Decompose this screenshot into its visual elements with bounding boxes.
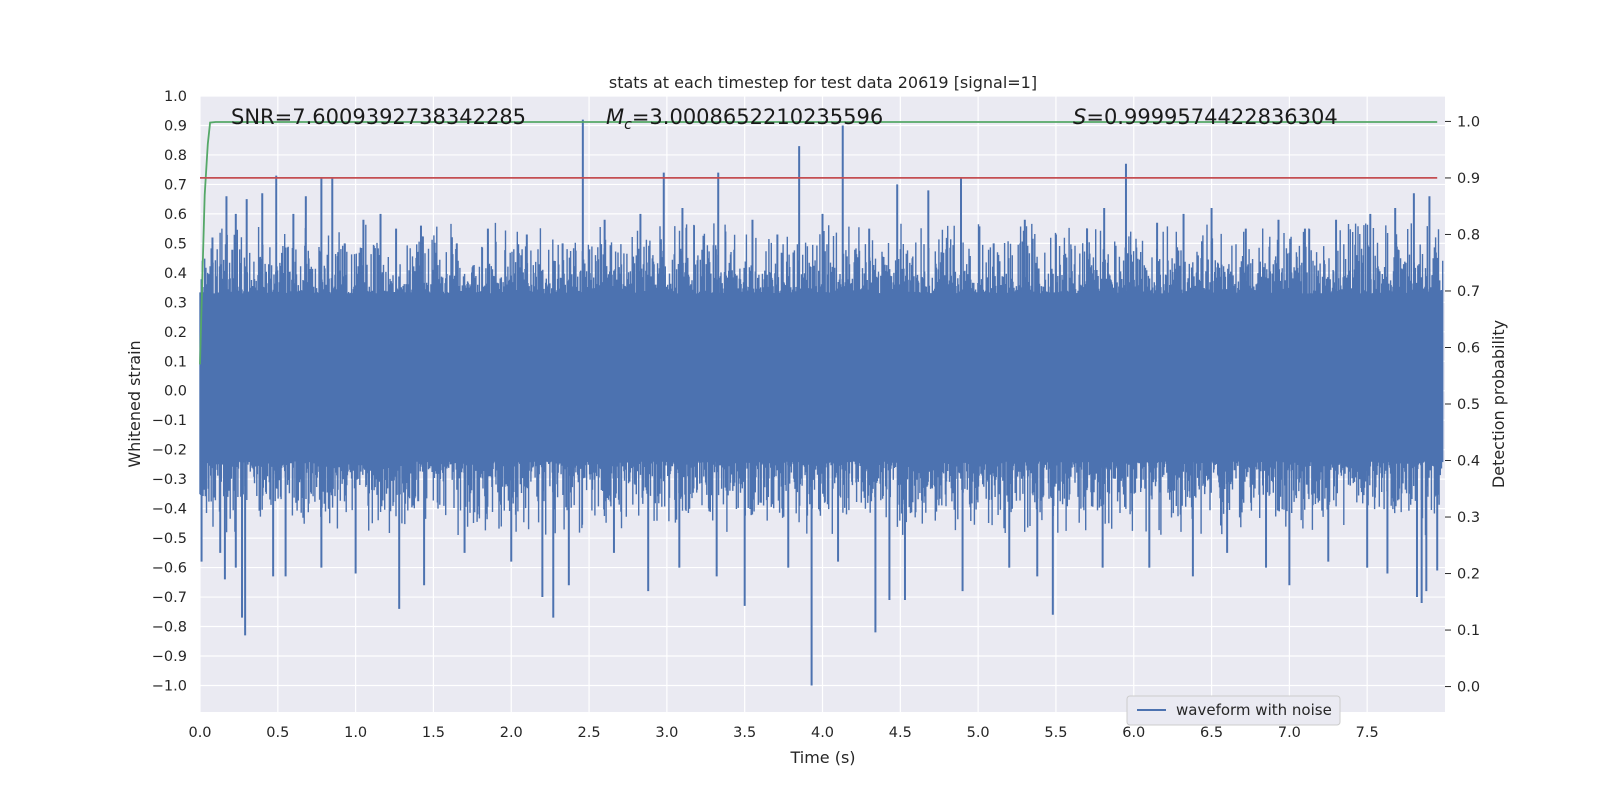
y2-tick-label: 0.6 [1457,340,1480,356]
x-axis-ticks: 0.0 0.5 1.0 1.5 2.0 2.5 3.0 3.5 4.0 4.5 5.0 5.5 6.0 6… [188,725,1378,741]
waveform-core-band [200,293,1443,462]
x-tick-label: 2.0 [500,725,523,741]
legend-box [1126,695,1341,726]
y-tick-label: 0.5 [164,236,187,252]
y-tick-label: −0.9 [152,649,187,665]
y-tick-label: 0.4 [164,266,187,282]
y2-tick-label: 0.1 [1457,623,1480,639]
y-tick-label: −0.7 [152,590,187,606]
y2-axis-label: Detection probability [1489,320,1508,488]
x-tick-label: 4.0 [811,725,834,741]
x-tick-label: 1.0 [344,725,367,741]
x-tick-label: 5.5 [1044,725,1067,741]
y-tick-label: 0.8 [164,148,187,164]
y2-tick-label: 1.0 [1457,114,1480,130]
chirp-mass-subscript: c [624,117,632,133]
y-tick-label: 0.6 [164,207,187,223]
x-tick-label: 3.5 [733,725,756,741]
detection-stat-value: =0.9999574422836304 [1086,105,1337,129]
detection-stat-symbol: S [1073,105,1086,129]
y2-tick-label: 0.5 [1457,397,1480,413]
y-tick-label: −0.1 [152,413,187,429]
y2-tick-label: 0.7 [1457,284,1480,300]
y-tick-label: −0.4 [152,502,187,518]
y-tick-label: 0.2 [164,325,187,341]
y-axis-label: Whitened strain [125,340,144,467]
probability-overlay [199,121,1438,365]
y-tick-label: 0.7 [164,177,187,193]
x-tick-label: 4.5 [889,725,912,741]
x-tick-label: 6.5 [1200,725,1223,741]
x-tick-label: 3.0 [655,725,678,741]
x-axis-label: Time (s) [789,748,855,767]
y2-tick-label: 0.8 [1457,227,1480,243]
y-tick-label: −0.5 [152,531,187,547]
detection-stat-annotation: S=0.9999574422836304 [1073,105,1338,129]
y-tick-label: −0.6 [152,561,187,577]
x-tick-label: 5.0 [967,725,990,741]
y2-tick-label: 0.0 [1457,680,1480,696]
snr-annotation: SNR=7.6009392738342285 [231,105,526,129]
y-tick-label: −0.8 [152,620,187,636]
chirp-mass-symbol: M [606,105,624,129]
y2-tick-label: 0.4 [1457,454,1480,470]
legend-label-waveform: waveform with noise [1176,701,1332,719]
y-tick-label: 0.1 [164,354,187,370]
y-tick-label: 0.3 [164,295,187,311]
chirp-mass-value: =3.0008652210235596 [632,105,883,129]
y-tick-label: −0.3 [152,472,187,488]
y2-axis-ticks: 1.0 0.9 0.8 0.7 0.6 0.5 0.4 0.3 0.2 0.1 0.0 [1445,114,1480,696]
x-tick-label: 7.0 [1278,725,1301,741]
y-tick-label: −1.0 [152,678,187,694]
x-tick-label: 0.0 [188,725,211,741]
y-axis-ticks: 1.0 0.9 0.8 0.7 0.6 0.5 0.4 0.3 0.2 0.1 0.0 −0.1 −0.… [152,89,187,694]
y-tick-label: 0.9 [164,118,187,134]
chart-title: stats at each timestep for test data 206… [609,73,1037,92]
legend: waveform with noise [1126,695,1341,726]
chirp-mass-annotation: Mc=3.0008652210235596 [606,105,883,133]
y-tick-label: 0.0 [164,384,187,400]
y2-tick-label: 0.9 [1457,171,1480,187]
x-tick-label: 1.5 [422,725,445,741]
detection-probability-line [199,121,1438,365]
x-tick-label: 2.5 [578,725,601,741]
y-tick-label: 1.0 [164,89,187,105]
y2-tick-label: 0.3 [1457,510,1480,526]
x-tick-label: 7.5 [1356,725,1379,741]
waveform-series [199,119,1444,686]
x-tick-label: 0.5 [266,725,289,741]
y-tick-label: −0.2 [152,443,187,459]
y2-tick-label: 0.2 [1457,567,1480,583]
x-tick-label: 6.0 [1122,725,1145,741]
